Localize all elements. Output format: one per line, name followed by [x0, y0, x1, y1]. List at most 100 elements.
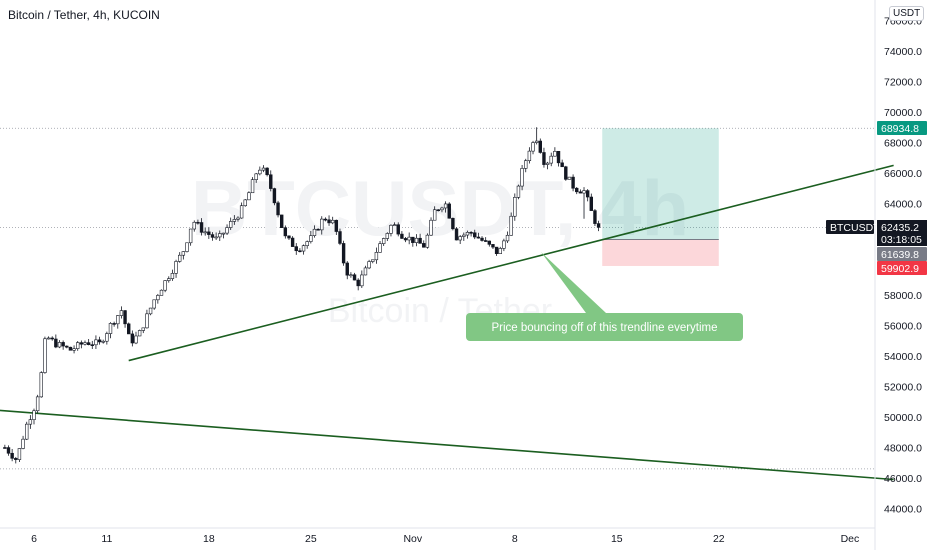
trendline-callout[interactable]: Price bouncing off of this trendline eve…: [466, 252, 743, 341]
candle-body: [298, 250, 302, 253]
candle-body: [356, 279, 360, 287]
candle-body: [411, 236, 415, 243]
candle-body: [10, 452, 14, 459]
candle-body: [473, 232, 477, 238]
candle-body: [447, 203, 451, 219]
candle-body: [46, 337, 51, 340]
candle-body: [560, 162, 564, 168]
candle-body: [585, 190, 590, 198]
candle-body: [174, 261, 178, 274]
candle-body: [451, 217, 455, 230]
candle-body: [454, 228, 459, 241]
time-tick-label: 18: [203, 533, 215, 545]
price-tick-label: 44000.0: [884, 504, 922, 516]
candle-body: [352, 274, 357, 281]
price-axis[interactable]: 44000.0 46000.0 48000.0 50000.0 52000.0 54000…: [884, 16, 922, 516]
candle-body: [225, 227, 229, 234]
candle-body: [545, 162, 550, 165]
candle-body: [156, 295, 160, 301]
candle-body: [207, 231, 211, 235]
candle-body: [232, 219, 237, 222]
candle-body: [494, 246, 499, 254]
trendline-2[interactable]: [0, 406, 894, 481]
candle-body: [203, 231, 207, 234]
candle-body: [418, 237, 422, 244]
stop-price-tag: [877, 261, 927, 275]
candle-body: [469, 232, 473, 234]
candle-body: [68, 346, 73, 351]
price-tick-label: 74000.0: [884, 46, 922, 58]
watermark-symbol: BTCUSDT, 4h: [191, 164, 689, 252]
symbol-watermark: BTCUSDT, 4h Bitcoin / Tether: [191, 164, 689, 330]
candle-body: [32, 410, 36, 420]
candle-body: [505, 234, 510, 242]
price-tick-label: 66000.0: [884, 168, 922, 180]
candle-body: [330, 219, 335, 224]
candle-body: [516, 185, 521, 198]
candle-body: [531, 142, 535, 152]
candle-body: [443, 203, 448, 209]
candle-body: [440, 207, 444, 211]
candle-body: [538, 140, 543, 153]
trendline-1[interactable]: [128, 164, 894, 362]
candle-body: [130, 333, 135, 344]
time-tick-label: 22: [713, 533, 725, 545]
candle-body: [567, 176, 572, 180]
candle-body: [243, 199, 247, 207]
candle-body: [28, 419, 33, 425]
candle-body: [214, 236, 218, 239]
candle-body: [112, 323, 116, 325]
candle-body: [374, 252, 379, 261]
candlestick-series: [3, 127, 601, 464]
profit-zone[interactable]: [602, 128, 719, 240]
candle-body: [301, 245, 306, 252]
price-levels: [0, 127, 875, 470]
candle-body: [134, 335, 138, 344]
candle-body: [97, 339, 102, 343]
price-tick-label: 54000.0: [884, 351, 922, 363]
candle-body: [345, 262, 349, 276]
candle-body: [163, 280, 167, 291]
candle-body: [553, 150, 557, 157]
candle-body: [480, 237, 484, 241]
trendlines[interactable]: [0, 164, 894, 481]
price-tick-label: 48000.0: [884, 443, 922, 455]
candle-body: [148, 307, 153, 315]
candle-body: [520, 168, 524, 187]
stop-price-text: 59902.9: [881, 263, 919, 275]
candle-body: [3, 447, 7, 449]
price-tick-label: 58000.0: [884, 290, 922, 302]
candle-body: [178, 254, 182, 262]
price-tick-label: 70000.0: [884, 107, 922, 119]
candle-body: [57, 342, 62, 348]
candle-body: [287, 235, 291, 239]
candle-body: [6, 447, 11, 454]
candle-body: [363, 267, 368, 276]
candle-body: [513, 197, 517, 217]
candle-body: [101, 340, 105, 343]
candle-body: [556, 150, 561, 164]
price-tick-label: 68000.0: [884, 138, 922, 150]
candle-body: [137, 330, 142, 337]
candle-body: [261, 167, 266, 171]
candle-body: [542, 152, 546, 165]
callout-text: Price bouncing off of this trendline eve…: [491, 322, 717, 334]
candle-body: [116, 315, 120, 325]
stop-zone[interactable]: [602, 239, 719, 266]
candle-body: [392, 224, 397, 227]
candle-body: [123, 310, 127, 325]
candle-body: [483, 240, 488, 242]
candle-body: [436, 209, 441, 212]
candle-body: [589, 196, 594, 211]
candle-body: [72, 348, 76, 351]
candle-body: [54, 338, 58, 348]
currency-badge[interactable]: USDT: [889, 6, 925, 21]
candle-body: [389, 224, 393, 234]
time-axis[interactable]: 6 11 18 25 Nov 8 15 22 Dec: [31, 533, 859, 545]
candle-body: [61, 342, 65, 347]
candle-body: [181, 251, 186, 256]
candle-body: [549, 155, 553, 164]
long-position-tool[interactable]: [602, 128, 719, 266]
candle-body: [429, 219, 433, 236]
